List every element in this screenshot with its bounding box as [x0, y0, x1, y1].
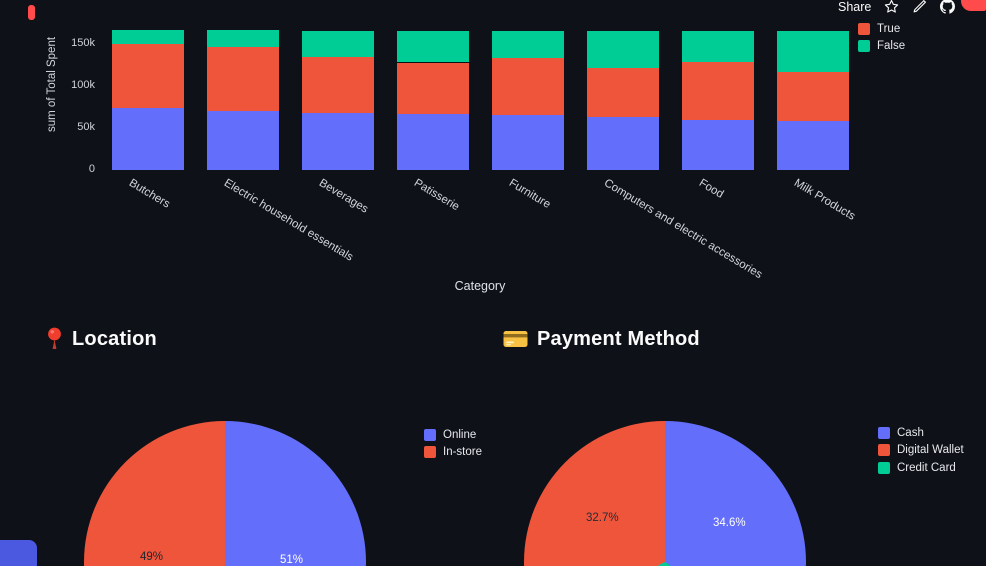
bar-segment[interactable] — [111, 44, 184, 108]
legend-label: True — [877, 22, 901, 35]
y-tick-label: 0 — [88, 163, 95, 175]
y-tick-label: 150k — [71, 37, 95, 49]
pie-value-label: 51% — [280, 554, 304, 566]
bar-segment[interactable] — [491, 58, 564, 116]
bar-segment[interactable] — [586, 117, 659, 170]
legend-swatch — [878, 444, 890, 457]
bar-segment[interactable] — [206, 29, 279, 48]
section-title-payment: Payment Method — [537, 327, 700, 350]
x-tick-label: Milk Products — [791, 177, 858, 223]
corner-red-element[interactable] — [961, 0, 986, 11]
bar-electric-household-essentials[interactable] — [206, 0, 279, 170]
legend-swatch — [858, 40, 870, 53]
bar-segment[interactable] — [586, 30, 659, 69]
x-tick-label: Food — [696, 177, 726, 201]
pin-icon — [46, 327, 63, 351]
section-title-location: Location — [72, 327, 157, 350]
payment-pie-legend: Cash Digital Wallet Credit Card — [878, 424, 964, 477]
legend-swatch — [858, 22, 870, 35]
bar-beverages[interactable] — [301, 0, 374, 170]
credit-card-icon — [503, 330, 528, 348]
bar-computers-and-electric-accessories[interactable] — [586, 0, 659, 170]
legend-swatch — [878, 461, 890, 474]
github-icon[interactable] — [940, 0, 956, 14]
bar-food[interactable] — [681, 0, 754, 170]
bar-segment[interactable] — [681, 119, 754, 170]
legend-label: Digital Wallet — [897, 444, 964, 457]
legend-item-cash[interactable]: Cash — [878, 424, 964, 442]
bar-segment[interactable] — [491, 30, 564, 59]
legend-swatch — [424, 446, 436, 459]
bar-segment[interactable] — [301, 112, 374, 170]
bar-segment[interactable] — [681, 30, 754, 62]
legend-label: Credit Card — [897, 461, 956, 474]
edit-icon[interactable] — [912, 0, 927, 14]
payment-pie-chart[interactable]: 34.6% 32.7% — [524, 421, 806, 566]
payment-section-header: Payment Method — [503, 324, 700, 354]
y-tick-label: 100k — [71, 79, 95, 91]
legend-label: In-store — [443, 446, 482, 459]
legend-item-true[interactable]: True — [858, 20, 905, 38]
bar-segment[interactable] — [111, 29, 184, 44]
bar-segment[interactable] — [396, 62, 469, 114]
bar-segment[interactable] — [776, 30, 849, 72]
share-button[interactable]: Share — [838, 0, 872, 14]
star-icon[interactable] — [884, 0, 899, 14]
legend-item-in-store[interactable]: In-store — [424, 444, 482, 462]
legend-label: Online — [443, 428, 477, 441]
clipped-red-mark — [28, 5, 35, 20]
pie-value-label: 49% — [140, 551, 164, 563]
bar-patisserie[interactable] — [396, 0, 469, 170]
location-pie-chart[interactable]: 51% 49% — [84, 421, 366, 566]
bar-segment[interactable] — [491, 115, 564, 170]
bar-segment[interactable] — [206, 47, 279, 112]
legend-label: False — [877, 40, 906, 53]
bar-milk-products[interactable] — [776, 0, 849, 170]
bar-segment[interactable] — [301, 30, 374, 57]
legend-item-credit-card[interactable]: Credit Card — [878, 459, 964, 477]
bar-segment[interactable] — [776, 71, 849, 122]
bar-segment[interactable] — [396, 113, 469, 170]
x-axis-title: Category — [454, 279, 506, 293]
bar-segment[interactable] — [206, 111, 279, 170]
bar-butchers[interactable] — [111, 0, 184, 170]
bar-segment[interactable] — [681, 61, 754, 120]
legend-label: Cash — [897, 426, 924, 439]
legend-swatch — [878, 426, 890, 439]
legend-swatch — [424, 428, 436, 441]
app-toolbar: Share — [838, 0, 956, 16]
x-tick-label: Beverages — [316, 177, 371, 216]
pie-value-label: 34.6% — [713, 517, 746, 529]
x-tick-label: Computers and electric accessories — [601, 177, 765, 282]
bar-segment[interactable] — [396, 30, 469, 63]
x-tick-label: Furniture — [506, 177, 553, 211]
legend-item-false[interactable]: False — [858, 38, 905, 56]
location-pie-legend: Online In-store — [424, 426, 482, 461]
bar-segment[interactable] — [301, 56, 374, 113]
x-tick-label: Butchers — [126, 177, 172, 211]
legend-item-digital-wallet[interactable]: Digital Wallet — [878, 442, 964, 460]
bar-furniture[interactable] — [491, 0, 564, 170]
bar-segment[interactable] — [111, 107, 184, 170]
bar-segment[interactable] — [586, 68, 659, 118]
legend-item-online[interactable]: Online — [424, 426, 482, 444]
x-tick-label: Patisserie — [411, 177, 462, 214]
y-tick-label: 50k — [77, 121, 95, 133]
bar-chart-legend: True False — [858, 20, 905, 55]
location-section-header: Location — [46, 324, 157, 354]
x-axis-tick-labels: Butchers Electric household essentials Bev… — [100, 177, 860, 281]
stacked-bar-plot[interactable] — [100, 0, 860, 170]
corner-blue-element[interactable] — [0, 540, 37, 566]
bar-segment[interactable] — [776, 121, 849, 170]
pie-value-label: 32.7% — [586, 512, 619, 524]
